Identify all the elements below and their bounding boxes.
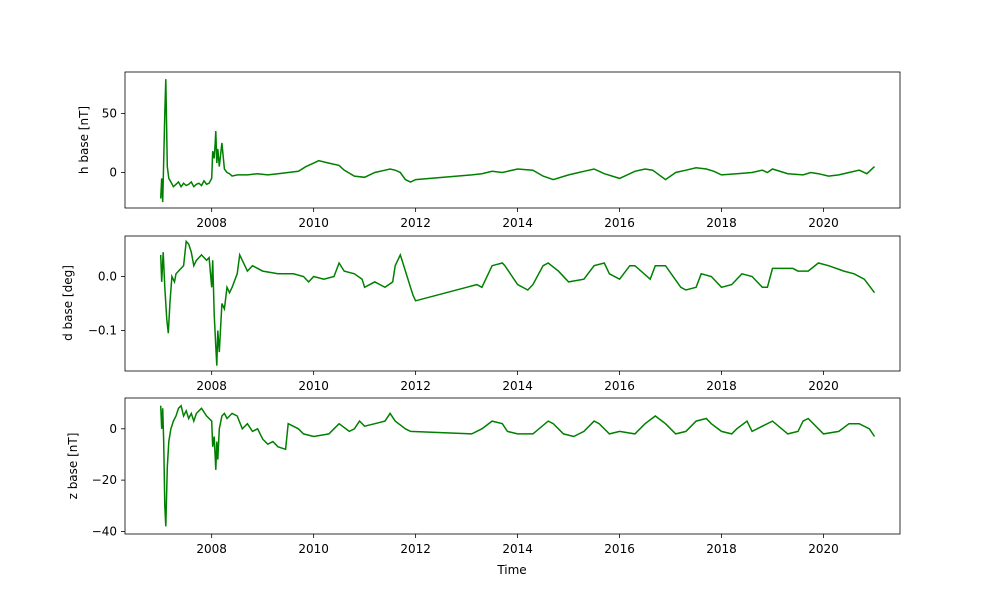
x-tick-label: 2010 — [298, 542, 329, 556]
y-tick-label: 0 — [109, 422, 117, 436]
panel-h-base: 2008 2010 2012 2014 2016 2018 2020 0 50 h base [… — [77, 71, 901, 230]
y-tick-label: 0.0 — [98, 270, 117, 284]
y-tick-label: −0.1 — [88, 324, 117, 338]
y-tick-label: −20 — [92, 473, 117, 487]
x-axis-label: Time — [496, 563, 526, 577]
x-tick-label: 2020 — [808, 542, 839, 556]
series-line-h-base — [159, 79, 876, 203]
plot-frame — [124, 397, 901, 535]
x-tick-label: 2010 — [298, 379, 329, 393]
x-tick-label: 2016 — [604, 216, 635, 230]
x-tick-label: 2008 — [196, 379, 227, 393]
x-tick-label: 2012 — [400, 216, 431, 230]
x-tick-label: 2016 — [604, 542, 635, 556]
x-tick-label: 2008 — [196, 216, 227, 230]
plot-frame — [124, 71, 901, 209]
x-tick-label: 2018 — [706, 542, 737, 556]
plot-frame — [124, 235, 901, 372]
y-axis-label: z base [nT] — [66, 433, 80, 500]
x-tick-label: 2018 — [706, 379, 737, 393]
y-axis-label: d base [deg] — [61, 265, 75, 341]
x-tick-label: 2010 — [298, 216, 329, 230]
y-tick-label: −40 — [92, 524, 117, 538]
x-tick-label: 2012 — [400, 379, 431, 393]
panel-d-base: 2008 2010 2012 2014 2016 2018 2020 0.0 −0.1 d ba… — [61, 235, 901, 394]
series-line-d-base — [159, 239, 876, 366]
x-tick-label: 2014 — [502, 216, 533, 230]
y-axis-label: h base [nT] — [77, 106, 91, 174]
y-tick-label: 0 — [109, 166, 117, 180]
axis-ticks: 2008 2010 2012 2014 2016 2018 2020 0 −20 −40 — [92, 422, 839, 556]
x-tick-label: 2014 — [502, 542, 533, 556]
axis-ticks: 2008 2010 2012 2014 2016 2018 2020 0.0 −0.1 — [88, 270, 839, 394]
x-tick-label: 2008 — [196, 542, 227, 556]
x-tick-label: 2014 — [502, 379, 533, 393]
x-tick-label: 2020 — [808, 379, 839, 393]
x-tick-label: 2020 — [808, 216, 839, 230]
x-tick-label: 2018 — [706, 216, 737, 230]
panel-z-base: 2008 2010 2012 2014 2016 2018 2020 0 −20 −40 z ba… — [66, 397, 901, 577]
axis-ticks: 2008 2010 2012 2014 2016 2018 2020 0 50 — [102, 106, 839, 230]
y-tick-label: 50 — [102, 106, 117, 120]
x-tick-label: 2012 — [400, 542, 431, 556]
x-tick-label: 2016 — [604, 379, 635, 393]
series-line-z-base — [159, 404, 876, 527]
